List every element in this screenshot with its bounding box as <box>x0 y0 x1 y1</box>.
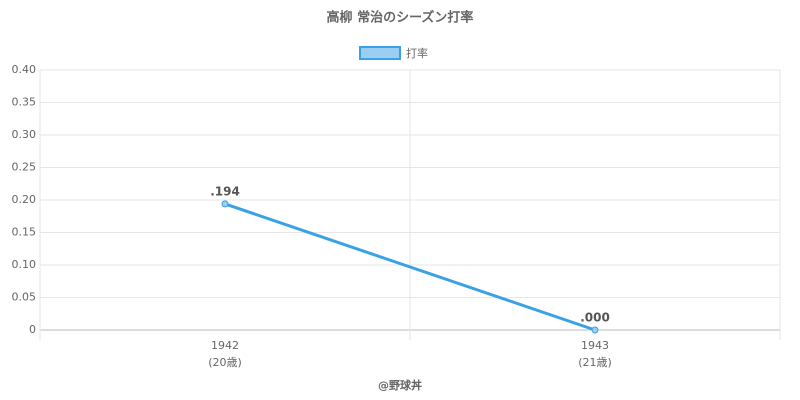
data-label: .194 <box>210 184 240 198</box>
y-tick-label: 0.25 <box>12 161 37 174</box>
y-tick-label: 0.35 <box>12 96 37 109</box>
y-tick-label: 0.05 <box>12 291 37 304</box>
x-tick-label: 1943 <box>581 339 609 352</box>
data-point <box>221 200 229 208</box>
data-label: .000 <box>580 311 610 325</box>
series-line <box>224 202 596 332</box>
y-tick-label: 0 <box>29 323 36 336</box>
y-tick-label: 0.15 <box>12 226 37 239</box>
x-tick-sublabel: (21歳) <box>578 356 612 369</box>
legend-swatch <box>359 46 401 60</box>
x-tick-label: 1942 <box>211 339 239 352</box>
y-tick-label: 0.10 <box>12 258 37 271</box>
chart-title: 高柳 常治のシーズン打率 <box>327 10 474 26</box>
legend-label: 打率 <box>406 46 428 60</box>
data-point <box>591 326 599 334</box>
footer: @野球丼 <box>378 378 422 392</box>
y-tick-label: 0.20 <box>12 193 37 206</box>
y-tick-label: 0.40 <box>12 63 37 76</box>
x-tick-sublabel: (20歳) <box>208 356 242 369</box>
y-tick-label: 0.30 <box>12 128 37 141</box>
